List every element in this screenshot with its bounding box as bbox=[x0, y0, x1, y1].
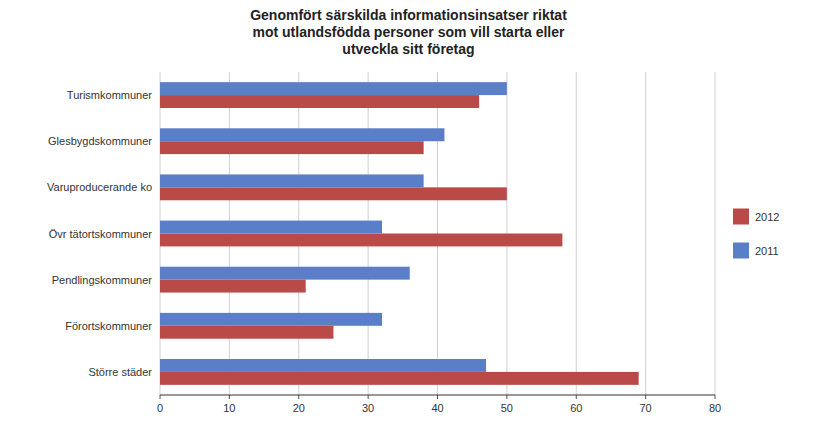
bar bbox=[160, 221, 382, 234]
category-label: Varuproducerande ko bbox=[47, 181, 152, 193]
category-label: Övr tätortskommuner bbox=[49, 228, 153, 240]
legend-label: 2011 bbox=[755, 245, 779, 257]
background bbox=[0, 0, 817, 426]
tick-mark bbox=[229, 395, 230, 399]
tick-mark bbox=[368, 395, 369, 399]
tick-label: 60 bbox=[570, 402, 582, 414]
bar bbox=[160, 187, 507, 200]
category-label: Pendlingskommuner bbox=[52, 274, 153, 286]
category-label: Glesbygdskommuner bbox=[48, 135, 152, 147]
category-label: Större städer bbox=[88, 366, 152, 378]
tick-mark bbox=[437, 395, 438, 399]
bar bbox=[160, 359, 486, 372]
title: Genomfört särskilda informationsinsatser… bbox=[250, 7, 567, 57]
tick-label: 50 bbox=[501, 402, 513, 414]
bar bbox=[160, 95, 479, 108]
legend-swatch bbox=[733, 243, 749, 259]
tick-mark bbox=[576, 395, 577, 399]
bar bbox=[160, 280, 306, 293]
title-line: Genomfört särskilda informationsinsatser… bbox=[250, 7, 567, 23]
tick-label: 10 bbox=[223, 402, 235, 414]
bar bbox=[160, 174, 424, 187]
chart-container: Genomfört särskilda informationsinsatser… bbox=[0, 0, 817, 426]
title-line: mot utlandsfödda personer som vill start… bbox=[253, 24, 566, 40]
category-label: Förortskommuner bbox=[65, 320, 152, 332]
tick-label: 80 bbox=[709, 402, 721, 414]
bar bbox=[160, 234, 562, 247]
legend-swatch bbox=[733, 209, 749, 225]
tick-label: 40 bbox=[431, 402, 443, 414]
legend: 2012 2011 bbox=[733, 209, 779, 259]
x-axis-line bbox=[160, 395, 715, 396]
bar bbox=[160, 313, 382, 326]
tick-mark bbox=[160, 395, 161, 399]
grid-line bbox=[645, 72, 646, 395]
grid-line bbox=[715, 72, 716, 395]
bar bbox=[160, 372, 639, 385]
tick-mark bbox=[506, 395, 507, 399]
bar bbox=[160, 128, 444, 141]
tick-label: 20 bbox=[293, 402, 305, 414]
tick-label: 0 bbox=[157, 402, 163, 414]
grid-line bbox=[576, 72, 577, 395]
tick-label: 30 bbox=[362, 402, 374, 414]
bar bbox=[160, 326, 333, 339]
title-line: utveckla sitt företag bbox=[342, 41, 474, 57]
grid bbox=[160, 72, 715, 395]
bar bbox=[160, 141, 424, 154]
chart-svg: Genomfört särskilda informationsinsatser… bbox=[0, 0, 817, 426]
tick-label: 70 bbox=[640, 402, 652, 414]
tick-mark bbox=[645, 395, 646, 399]
legend-label: 2012 bbox=[755, 211, 779, 223]
tick-mark bbox=[715, 395, 716, 399]
bar bbox=[160, 267, 410, 280]
category-label: Turismkommuner bbox=[67, 89, 152, 101]
bar bbox=[160, 82, 507, 95]
bars bbox=[160, 82, 639, 385]
tick-mark bbox=[298, 395, 299, 399]
